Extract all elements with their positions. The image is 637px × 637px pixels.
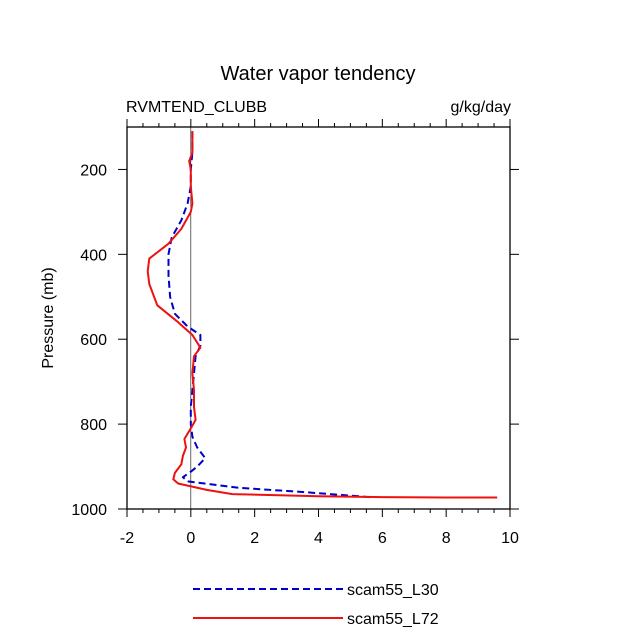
legend: scam55_L30 scam55_L72 [193, 582, 439, 628]
y-tick-label: 200 [80, 162, 107, 179]
variable-label: RVMTEND_CLUBB [126, 99, 267, 116]
series-line-scam55_L72 [146, 131, 498, 499]
x-tick-label: 6 [378, 530, 387, 547]
y-tick-label: 400 [80, 247, 107, 264]
y-axis-label: Pressure (mb) [40, 267, 57, 368]
x-tick-label: -2 [120, 530, 134, 547]
x-tick-label: 10 [501, 530, 519, 547]
x-tick-label: 0 [186, 530, 195, 547]
x-tick-label: 8 [442, 530, 451, 547]
chart-title: Water vapor tendency [221, 63, 416, 85]
y-tick-label: 800 [80, 417, 107, 434]
y-tick-label: 600 [80, 332, 107, 349]
units-label: g/kg/day [451, 99, 511, 116]
legend-label-scam55_L72: scam55_L72 [347, 611, 439, 628]
x-tick-label: 4 [314, 530, 323, 547]
legend-label-scam55_L30: scam55_L30 [347, 582, 439, 599]
x-tick-label: 2 [250, 530, 259, 547]
y-tick-label: 1000 [71, 502, 107, 519]
plot-area: -2 0 2 4 6 8 10 200 400 600 800 1000 [71, 119, 519, 547]
series-line-scam55_L30 [167, 131, 370, 499]
